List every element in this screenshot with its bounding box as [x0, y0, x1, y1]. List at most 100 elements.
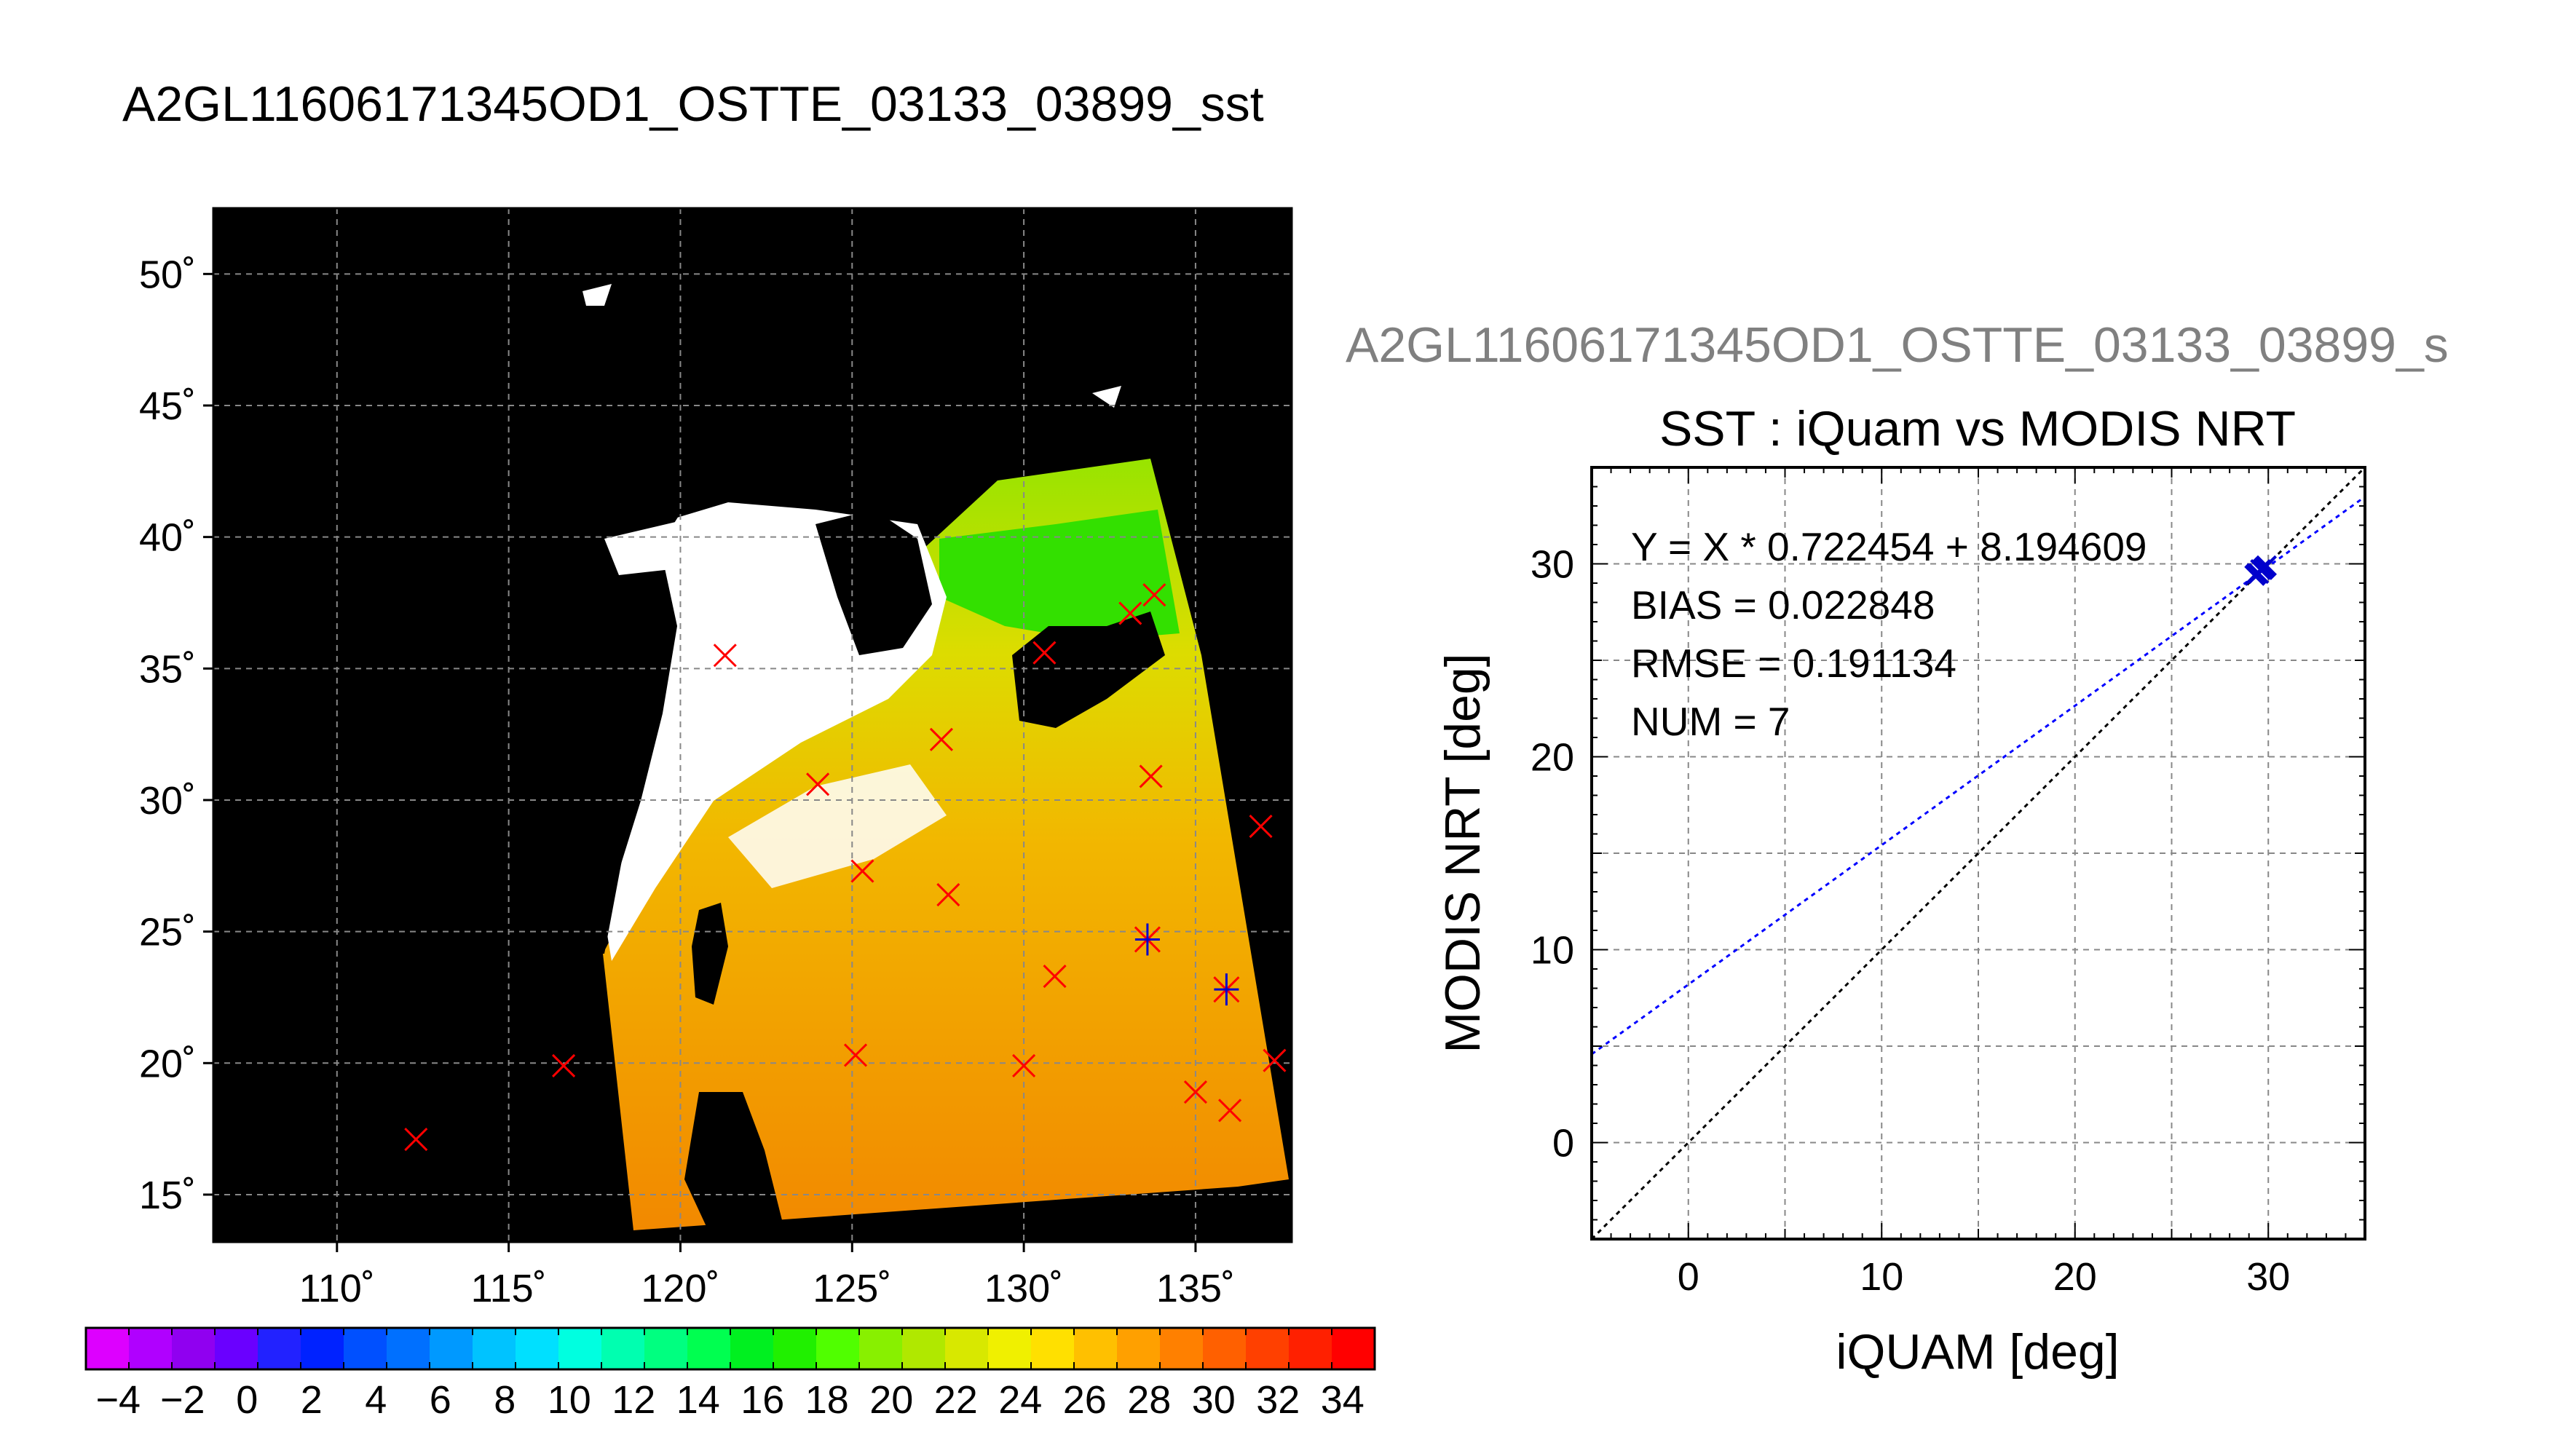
iquam-marker-stroke — [806, 772, 830, 796]
iquam-marker — [843, 1043, 868, 1067]
colorbar-cell — [387, 1328, 430, 1369]
map-x-tick-label: 130˚ — [984, 1267, 1063, 1310]
map-x-tick-label: 135˚ — [1156, 1267, 1235, 1310]
iquam-marker-stroke — [843, 1043, 868, 1067]
colorbar-cell — [1117, 1328, 1161, 1369]
iquam-marker — [1032, 641, 1057, 665]
colorbar-tick-label: 16 — [741, 1378, 784, 1422]
colorbar-tick-label: 6 — [430, 1378, 451, 1422]
iquam-marker — [713, 644, 737, 668]
iquam-marker — [1012, 1053, 1036, 1077]
bias-text: BIAS = 0.022848 — [1631, 582, 1935, 628]
map-y-tick-label: 15˚ — [139, 1174, 196, 1217]
iquam-marker-stroke — [850, 859, 874, 883]
iquam-marker-stroke — [552, 1053, 576, 1077]
colorbar-cell — [473, 1328, 516, 1369]
iquam-marker — [936, 882, 960, 907]
colorbar-tick-label: 4 — [365, 1378, 387, 1422]
iquam-marker — [1139, 764, 1163, 788]
colorbar-cell — [773, 1328, 817, 1369]
colorbar-tick-label: 30 — [1192, 1378, 1236, 1422]
colorbar-tick-label: 2 — [301, 1378, 323, 1422]
colorbar-cell — [1031, 1328, 1075, 1369]
iquam-marker-stroke — [1139, 764, 1163, 788]
land-japan — [1012, 612, 1165, 728]
map-x-tick-label: 120˚ — [641, 1267, 719, 1310]
cloud-fleck — [1092, 386, 1121, 408]
colorbar-tick-label: 18 — [805, 1378, 849, 1422]
colorbar-tick-label: −4 — [95, 1378, 141, 1422]
iquam-marker — [929, 727, 953, 751]
iquam-marker — [552, 1053, 576, 1077]
colorbar-cell — [430, 1328, 473, 1369]
colorbar-cell — [1289, 1328, 1332, 1369]
colorbar-tick-label: 0 — [236, 1378, 258, 1422]
colorbar-cell — [988, 1328, 1032, 1369]
iquam-marker — [806, 772, 830, 796]
figure-title: A2GL11606171345OD1_OSTTE_03133_03899_sst — [122, 76, 1264, 132]
map-y-tick-label: 30˚ — [139, 779, 196, 823]
rmse-text: RMSE = 0.191134 — [1631, 641, 1956, 686]
land-china — [213, 208, 1292, 954]
scatter-plot: SST : iQuam vs MODIS NRT 0 10 20 300102030 … — [1435, 401, 2366, 1380]
scatter-ticks: 0 10 20 30 0 10 20 30 — [1531, 467, 2366, 1299]
colorbar-cell — [258, 1328, 301, 1369]
colorbar-tick-label: 12 — [612, 1378, 655, 1422]
x-axis-label: iQUAM [deg] — [1836, 1324, 2119, 1380]
colorbar-tick-label: 22 — [934, 1378, 978, 1422]
iquam-marker-stroke — [1032, 641, 1057, 665]
scatter-point — [2246, 563, 2267, 585]
iquam-marker-stroke — [404, 1128, 428, 1152]
map-y-tick-label: 50˚ — [139, 253, 196, 296]
iquam-marker — [1249, 815, 1273, 839]
cloud-fleck — [583, 284, 612, 306]
colorbar-cell — [1203, 1328, 1247, 1369]
colorbar-cell — [1074, 1328, 1118, 1369]
fit-equation: Y = X * 0.722454 + 8.194609 — [1631, 524, 2147, 569]
map-y-tick-label: 35˚ — [139, 647, 196, 691]
colorbar-tick-label: 34 — [1321, 1378, 1365, 1422]
iquam-marker — [1183, 1080, 1207, 1104]
colorbar-cell — [687, 1328, 731, 1369]
iquam-marker — [1043, 965, 1067, 989]
land-philippines — [684, 1092, 786, 1242]
map-y-tick-label: 25˚ — [139, 911, 196, 954]
iquam-marker — [1218, 1099, 1242, 1123]
iquam-marker — [1118, 601, 1142, 625]
sst-map: 110˚ 115˚ 120˚ 125˚ 130˚ 135˚ 50˚ 45˚ 40˚ 35˚ 30˚ 2… — [139, 207, 1293, 1310]
matchup-marker — [1134, 923, 1161, 956]
iquam-marker-stroke — [1012, 1053, 1036, 1077]
fit-line — [1592, 496, 2365, 1056]
y-axis-label: MODIS NRT [deg] — [1435, 653, 1490, 1053]
colorbar-tick-label: 20 — [869, 1378, 913, 1422]
colorbar-cell — [301, 1328, 344, 1369]
colorbar: −4 −2 0 2 4 6 8 10 12 14 16 18 20 22 24 26 28 30 32 34 — [84, 1326, 1376, 1422]
iquam-marker-stroke — [929, 727, 953, 751]
iquam-marker-stroke — [1183, 1080, 1207, 1104]
map-frame — [212, 207, 1293, 1243]
identity-line — [1592, 467, 2365, 1239]
scatter-x-tick-label: 0 — [1678, 1255, 1699, 1299]
iquam-marker-stroke — [713, 644, 737, 668]
colorbar-cell — [902, 1328, 946, 1369]
sst-swath-north — [939, 510, 1180, 641]
colorbar-cell — [172, 1328, 216, 1369]
scatter-y-tick-label: 10 — [1531, 929, 1574, 973]
iquam-marker — [850, 859, 874, 883]
colorbar-tick-label: 10 — [548, 1378, 591, 1422]
scatter-grid — [1592, 467, 2365, 1239]
iquam-marker-stroke — [1218, 1099, 1242, 1123]
iquam-marker — [1142, 583, 1166, 607]
colorbar-tick-label: 32 — [1256, 1378, 1300, 1422]
map-points — [404, 583, 1287, 1152]
colorbar-cell — [730, 1328, 774, 1369]
land-taiwan — [692, 903, 728, 1005]
colorbar-cell — [859, 1328, 903, 1369]
scatter-y-tick-label: 30 — [1531, 543, 1574, 587]
colorbar-tick-label: 26 — [1063, 1378, 1107, 1422]
iquam-marker-stroke — [936, 882, 960, 907]
iquam-marker — [404, 1128, 428, 1152]
map-x-tick-label: 125˚ — [813, 1267, 891, 1310]
num-text: NUM = 7 — [1631, 699, 1790, 744]
scatter-y-tick-label: 0 — [1552, 1122, 1574, 1166]
